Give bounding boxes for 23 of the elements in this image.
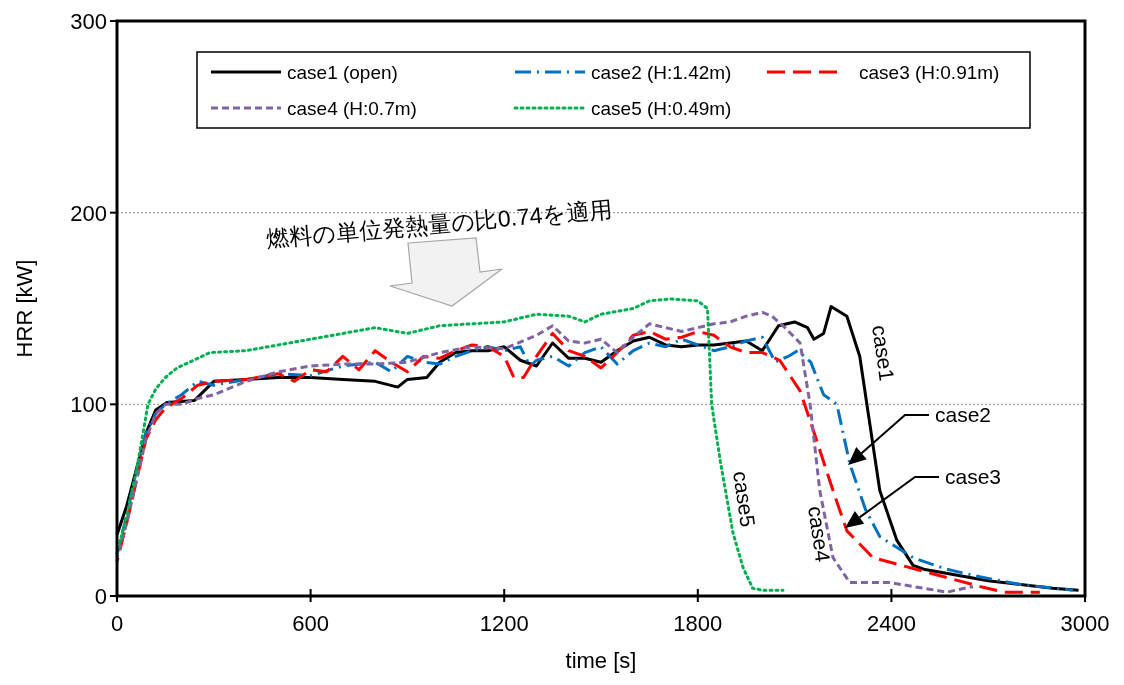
annotation: case1 [868,323,899,383]
y-tick-label: 100 [70,392,107,418]
y-tick-label: 0 [94,584,107,609]
y-axis-title: HRR [kW] [12,259,37,358]
x-tick-label: 600 [292,611,329,636]
annotation: case5 [729,469,760,529]
legend-label: case4 (H:0.7m) [287,98,417,119]
y-tick-label: 200 [70,200,107,226]
legend-label: case2 (H:1.42m) [591,62,732,83]
x-axis-title: time [s] [565,648,637,673]
annotation: case2 [935,403,992,426]
legend-label: case1 (open) [287,62,398,83]
annotation: case3 [945,465,1002,488]
annotation: 燃料の単位発熱量の比0.74を適用 [265,195,614,253]
x-tick-label: 3000 [1060,611,1110,636]
legend-label: case3 (H:0.91m) [859,62,1000,83]
x-tick-label: 0 [110,611,124,636]
x-tick-label: 1800 [673,611,723,636]
y-tick-label: 300 [70,9,107,34]
annotation: case4 [804,504,835,564]
x-tick-label: 2400 [866,611,916,636]
legend-label: case5 (H:0.49m) [591,98,732,119]
x-tick-label: 1200 [479,611,529,636]
